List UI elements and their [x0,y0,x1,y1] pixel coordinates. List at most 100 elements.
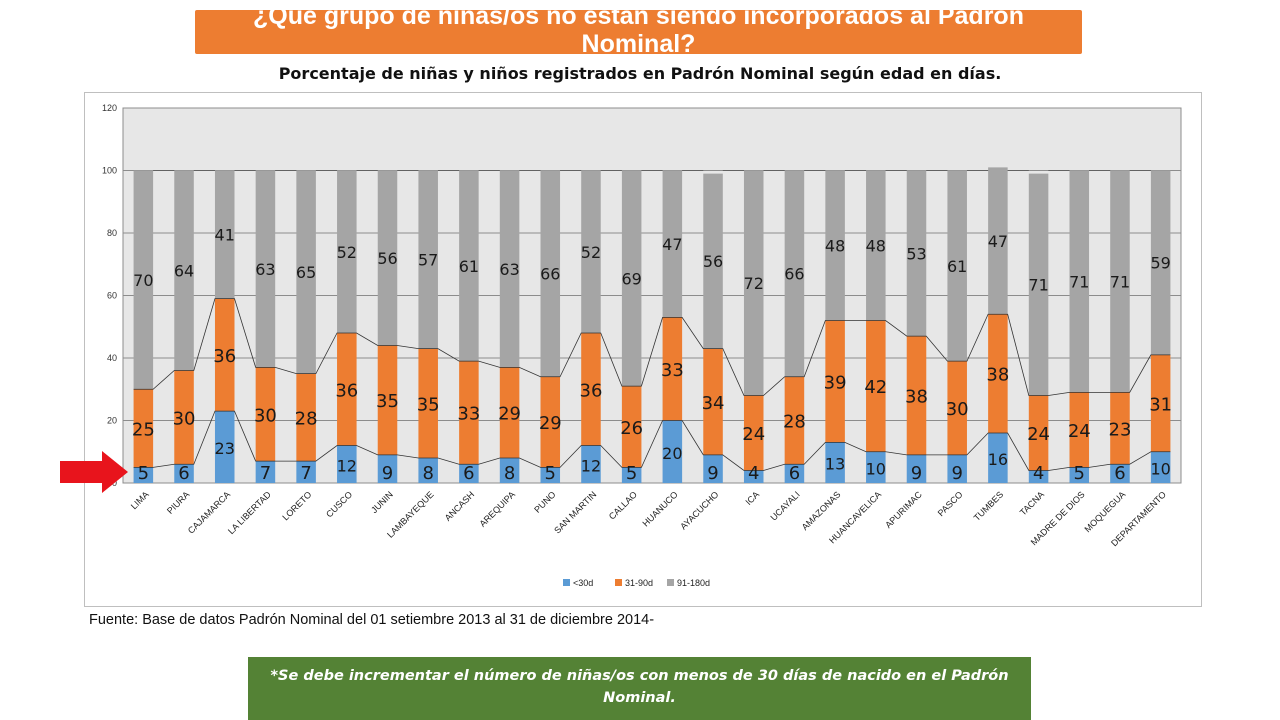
data-label: 30 [173,408,196,429]
legend-swatch [563,579,570,586]
data-label: 61 [947,257,967,276]
bar-91-180 [255,170,276,368]
x-category-label: PIURA [165,489,192,516]
bar-lt30 [1150,451,1171,483]
data-label: 28 [295,408,318,429]
data-label: 5 [138,463,149,484]
bar-31-90 [988,314,1008,433]
bar-91-180 [540,170,561,377]
data-label: 48 [866,237,886,256]
data-label: 10 [1150,459,1170,478]
banner-title: ¿Qué grupo de niñas/os no están siendo i… [253,10,1024,54]
data-label: 69 [621,269,641,288]
data-label: 28 [783,412,806,433]
bar-31-90 [540,376,561,468]
title-banner: ¿Qué grupo de niñas/os no están siendo i… [195,10,1082,54]
data-label: 66 [540,265,560,284]
bar-91-180 [988,167,1008,315]
bar-91-180 [1069,170,1090,393]
data-label: 64 [174,262,194,281]
data-label: 48 [825,237,845,256]
bar-31-90 [1110,392,1130,465]
legend-label: 31-90d [625,578,653,588]
bar-lt30 [784,464,805,483]
bar-lt30 [621,467,642,483]
bar-91-180 [418,170,438,349]
bar-lt30 [133,467,154,483]
data-label: 63 [255,260,275,279]
bar-lt30 [418,458,438,483]
source-note: Fuente: Base de datos Padrón Nominal del… [89,612,655,628]
data-label: 63 [499,260,519,279]
bar-91-180 [1028,173,1049,396]
data-label: 6 [463,463,474,484]
data-label: 59 [1150,254,1170,273]
bar-31-90 [866,320,886,452]
bar-31-90 [459,361,479,465]
bar-91-180 [499,170,520,368]
x-category-label: PUNO [532,489,557,514]
data-label: 5 [1074,463,1085,484]
data-label: 36 [213,346,236,367]
bar-31-90 [214,298,235,412]
data-label: 24 [742,424,765,445]
bar-91-180 [1110,170,1130,393]
chart-frame: 0 20 40 60 80 100 120 5 25 70 6 30 64 23 36 41 7 30 63 7 28 6… [84,92,1202,607]
data-label: 7 [300,463,311,484]
bar-91-180 [703,173,723,349]
red-arrow-icon [60,451,128,493]
chart-subtitle: Porcentaje de niñas y niños registrados … [278,64,1002,83]
bar-91-180 [866,170,886,321]
bar-lt30 [1110,464,1130,483]
bar-91-180 [662,170,683,318]
x-category-label: LORETO [280,489,313,522]
series-line [133,410,1171,471]
bar-31-90 [662,317,683,421]
data-label: 8 [504,463,515,484]
data-label: 56 [377,249,397,268]
bar-31-90 [947,361,967,455]
data-label: 8 [422,463,433,484]
bar-31-90 [621,386,642,468]
y-tick-label: 0 [112,478,117,488]
data-label: 34 [702,393,725,414]
bar-31-90 [825,320,845,443]
data-label: 5 [545,463,556,484]
data-label: 36 [580,380,603,401]
data-label: 9 [707,463,718,484]
series-line [133,298,1171,396]
bar-31-90 [703,348,723,455]
data-label: 9 [382,463,393,484]
data-label: 5 [626,463,637,484]
bar-31-90 [377,345,398,455]
x-category-label: CALLAO [607,489,639,521]
data-label: 71 [1028,276,1048,295]
bar-lt30 [947,454,967,483]
legend-swatch [615,579,622,586]
data-label: 35 [417,394,440,415]
data-label: 56 [703,252,723,271]
data-label: 12 [581,456,601,475]
x-category-label: HUANUCO [641,489,680,528]
bar-lt30 [581,445,601,483]
bar-lt30 [825,442,845,483]
x-category-label: ICA [743,489,761,507]
bar-31-90 [174,370,194,465]
x-category-label: CUSCO [324,489,354,519]
data-label: 57 [418,251,438,270]
legend-swatch [667,579,674,586]
bar-91-180 [174,170,194,371]
data-label: 36 [335,380,358,401]
bar-91-180 [743,170,764,396]
y-tick-label: 60 [107,291,117,301]
x-category-label: AYACUCHO [678,489,720,531]
data-label: 26 [620,418,643,439]
data-label: 24 [1027,424,1050,445]
bar-31-90 [337,333,357,446]
bar-lt30 [499,458,520,483]
data-label: 6 [178,463,189,484]
data-label: 38 [986,365,1009,386]
data-label: 70 [133,271,153,290]
y-tick-label: 40 [107,353,117,363]
data-label: 23 [1109,419,1132,440]
